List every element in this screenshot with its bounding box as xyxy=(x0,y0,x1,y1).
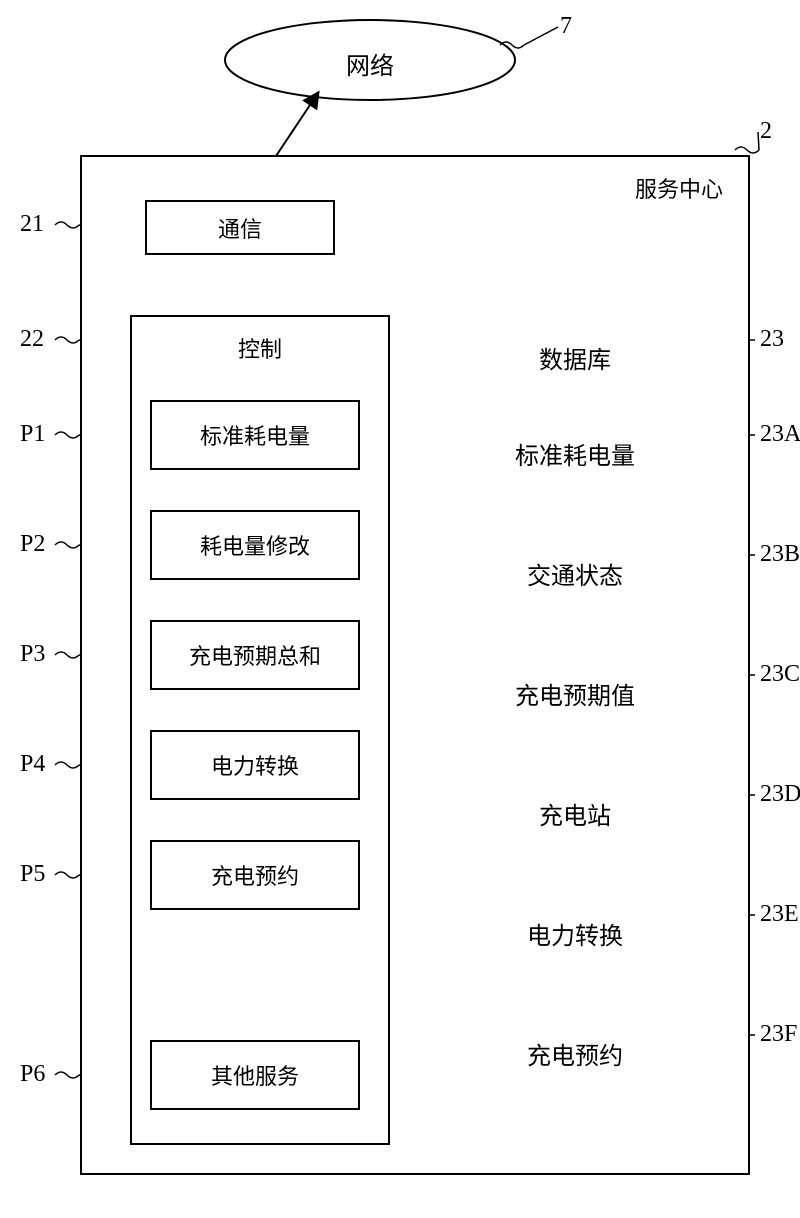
control-item: 标准耗电量 xyxy=(150,400,360,470)
ref-label: 7 xyxy=(560,13,572,40)
ref-label: 2 xyxy=(760,118,772,145)
control-item: 充电预约 xyxy=(150,840,360,910)
control-item: 耗电量修改 xyxy=(150,510,360,580)
db-item: 充电站 xyxy=(480,796,670,831)
ref-label: P1 xyxy=(20,421,45,448)
ref-label: P4 xyxy=(20,751,45,778)
ref-label: P2 xyxy=(20,531,45,558)
comm-box: 通信 xyxy=(145,200,335,255)
db-item: 电力转换 xyxy=(480,916,670,951)
ref-label: 23F xyxy=(760,1021,797,1048)
db-label: 数据库 xyxy=(445,340,705,375)
control-item: 电力转换 xyxy=(150,730,360,800)
ref-label: 21 xyxy=(20,211,44,238)
control-label: 控制 xyxy=(238,332,282,364)
ref-label: 23B xyxy=(760,541,800,568)
network-label: 网络 xyxy=(310,46,430,81)
control-item: 其他服务 xyxy=(150,1040,360,1110)
control-item: 充电预期总和 xyxy=(150,620,360,690)
ref-label: 22 xyxy=(20,326,44,353)
db-item: 充电预期值 xyxy=(480,676,670,711)
ref-label: 23E xyxy=(760,901,799,928)
diagram-canvas: 服务中心 通信 控制 标准耗电量耗电量修改充电预期总和电力转换充电预约其他服务 … xyxy=(0,0,800,1218)
comm-label: 通信 xyxy=(218,212,262,244)
db-item: 标准耗电量 xyxy=(480,436,670,471)
ref-label: 23A xyxy=(760,421,800,448)
db-item: 交通状态 xyxy=(480,556,670,591)
ref-label: P3 xyxy=(20,641,45,668)
ref-label: 23 xyxy=(760,326,784,353)
db-item: 充电预约 xyxy=(480,1036,670,1071)
ref-label: 23C xyxy=(760,661,800,688)
ref-label: P5 xyxy=(20,861,45,888)
ref-label: P6 xyxy=(20,1061,45,1088)
service-center-label: 服务中心 xyxy=(635,172,723,204)
ref-label: 23D xyxy=(760,781,800,808)
